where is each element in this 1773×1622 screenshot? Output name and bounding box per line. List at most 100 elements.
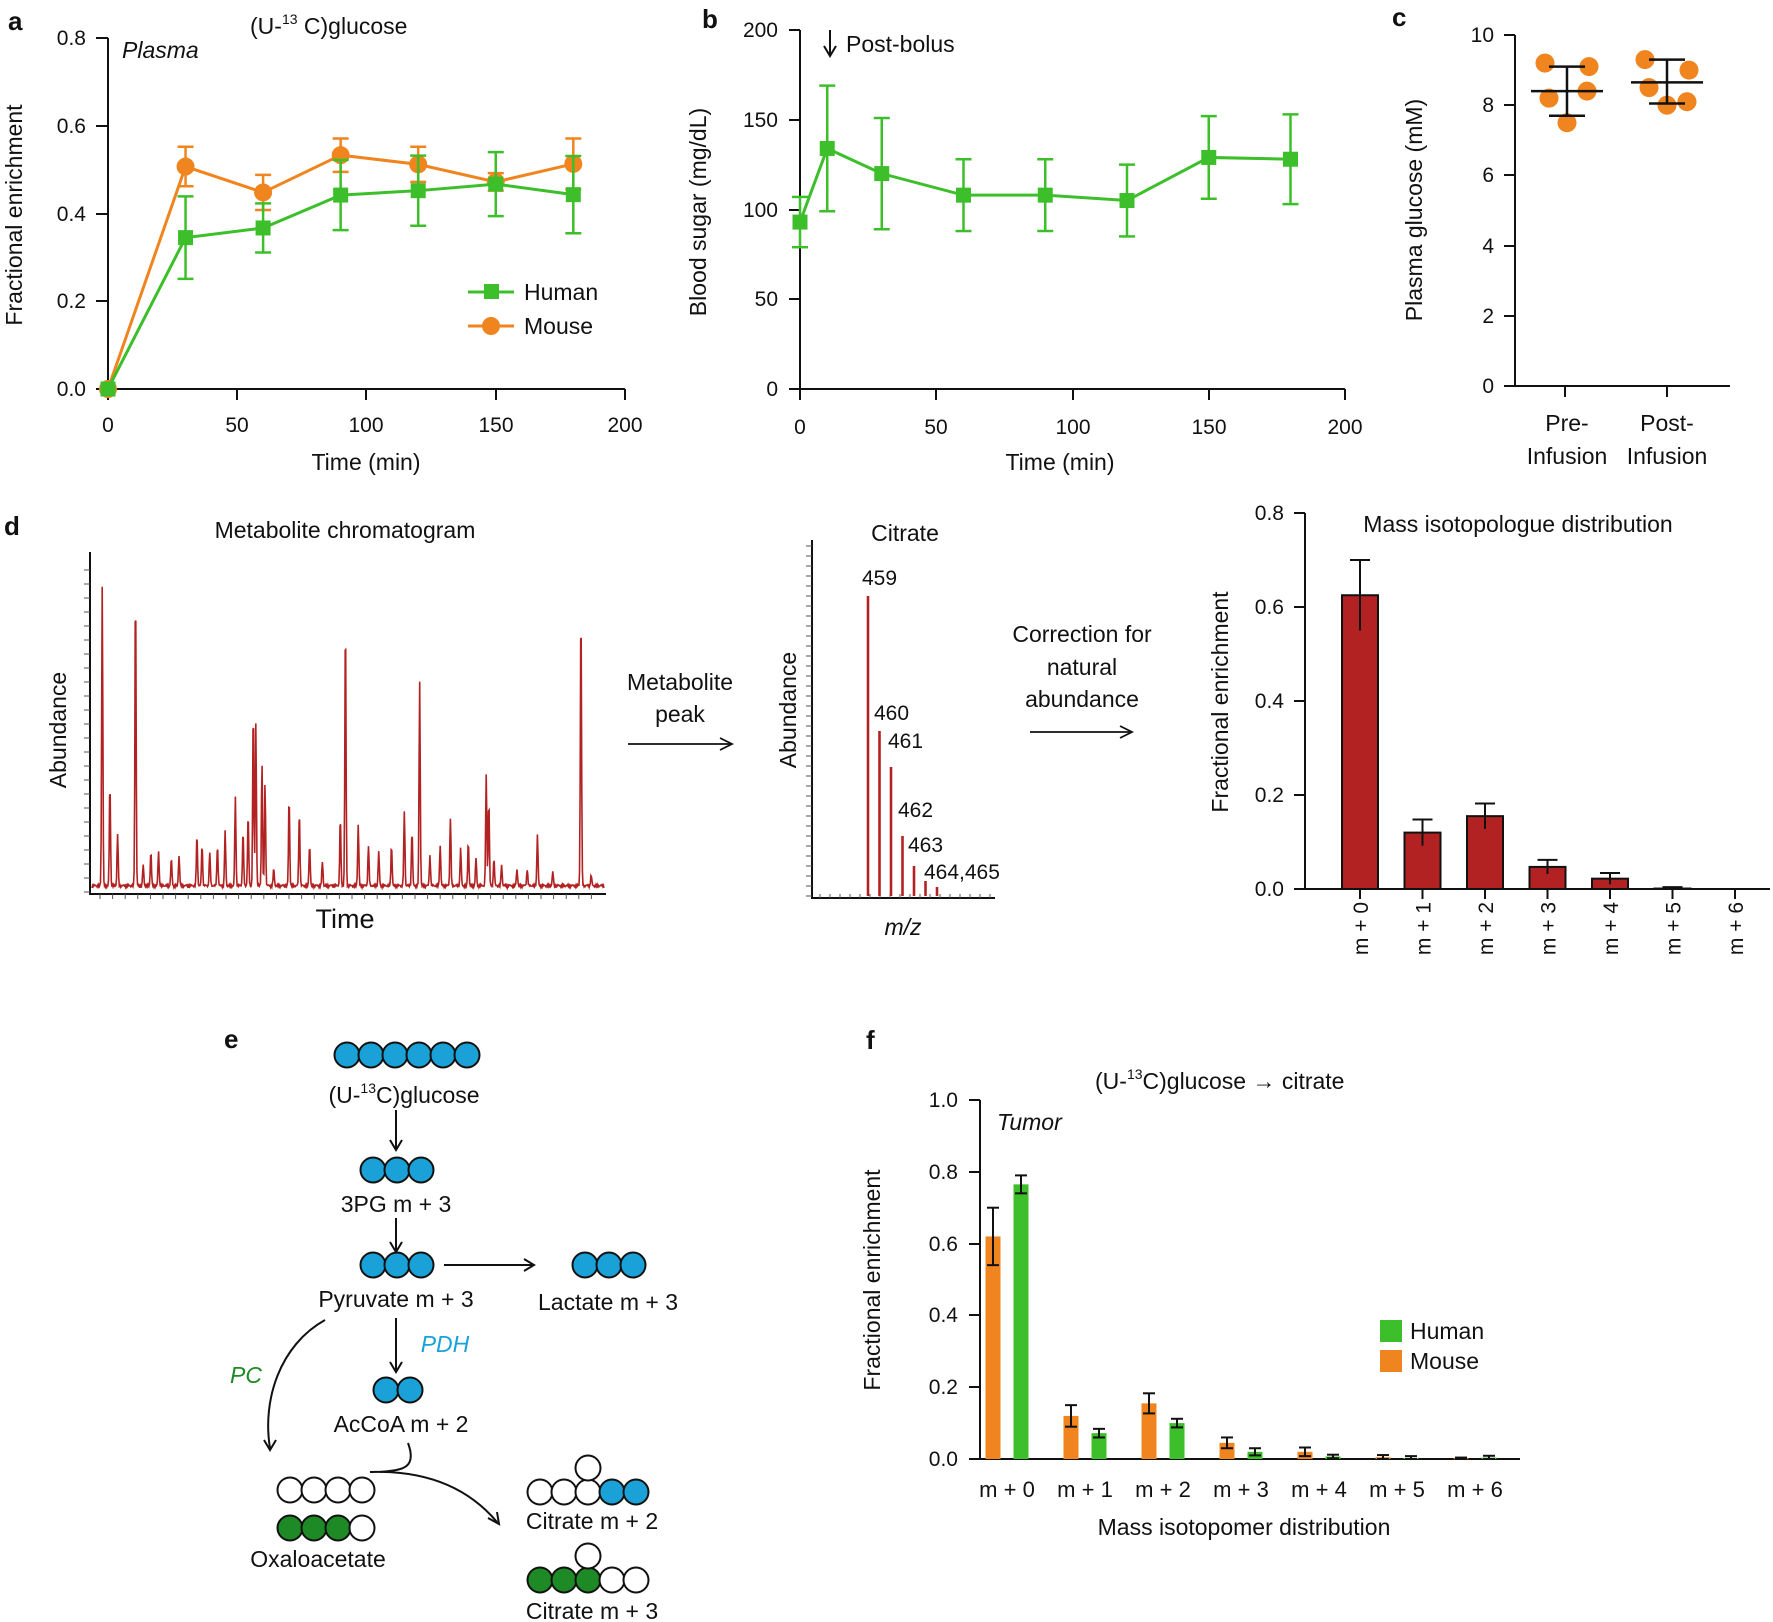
down-arrow-icon (823, 45, 837, 58)
panel-a-x-label: Time (min) (311, 449, 420, 475)
x-tick-label: m + 3 (1538, 902, 1561, 955)
lactate-carbon (619, 1251, 647, 1279)
x-tick-label: m + 2 (1135, 1477, 1191, 1502)
chromatogram-axes (89, 552, 606, 895)
legend-human-label: Human (1410, 1318, 1484, 1344)
3pg-carbon (359, 1156, 387, 1184)
panel-a-legend: Human Mouse (468, 279, 598, 339)
glucose-carbon (405, 1041, 433, 1069)
massspec-y-label: Abundance (775, 652, 801, 768)
chromatogram-x-label: Time (316, 904, 375, 934)
mid-y-ticks: 0.0 0.2 0.4 0.6 0.8 (1255, 502, 1305, 901)
accoa-carbon (396, 1376, 424, 1404)
arrow-accoa-join (379, 1442, 412, 1473)
legend-mouse-swatch (1380, 1350, 1402, 1372)
x-tick-label: m + 0 (979, 1477, 1035, 1502)
arrow-to-citrate (369, 1470, 498, 1523)
panel-b-plot (792, 84, 1299, 249)
panel-a: a 0.0 0.2 0.4 0.6 0.8 0 50 100 150 200 T… (1, 6, 643, 475)
y-tick-label: 0.6 (57, 115, 86, 138)
x-tick-label: 200 (1327, 416, 1362, 439)
x-tick-label: m + 5 (1663, 902, 1686, 955)
citrate-title: Citrate (871, 520, 939, 546)
data-point-human (178, 230, 194, 246)
arrow-2-label-line1: Correction for (1012, 621, 1152, 647)
panel-f-label: f (866, 1025, 875, 1055)
3pg-carbon (407, 1156, 435, 1184)
data-point (1657, 95, 1677, 115)
data-point (1119, 193, 1135, 209)
legend-human-swatch (1380, 1320, 1402, 1342)
x-tick-label: 200 (607, 414, 642, 437)
panel-a-label: a (8, 6, 23, 36)
panel-b-label: b (702, 4, 718, 34)
y-tick-label: 4 (1482, 235, 1494, 258)
x-tick-label: m + 6 (1447, 1477, 1503, 1502)
y-tick-label: 2 (1482, 305, 1494, 328)
glucose-carbon (429, 1041, 457, 1069)
data-point (792, 214, 808, 230)
data-point (1677, 92, 1697, 112)
x-tick-label: 150 (1191, 416, 1226, 439)
y-tick-label: 8 (1482, 94, 1494, 117)
citrate-m2-carbon (526, 1478, 554, 1506)
pyruvate-carbon (407, 1251, 435, 1279)
data-point (1635, 50, 1655, 70)
y-tick-label: 0.2 (929, 1376, 958, 1399)
bar-m+0 (1341, 594, 1379, 890)
mz-peak-label: 461 (888, 730, 923, 753)
x-tick-label: m + 1 (1413, 902, 1436, 955)
y-tick-label: 0.4 (929, 1304, 959, 1327)
arrow-1-label-line2: peak (655, 701, 705, 727)
data-point-human (410, 183, 426, 199)
panel-c-label: c (1392, 2, 1406, 32)
bar-human-m+2 (1169, 1423, 1185, 1459)
pyruvate-label: Pyruvate m + 3 (318, 1286, 473, 1312)
x-tick-label: m + 2 (1475, 902, 1498, 955)
panel-c: c 0 2 4 6 8 10 Pre- Infusion Post- Infus… (1392, 2, 1730, 469)
panel-a-annotation: Plasma (122, 37, 199, 63)
oxaloacetate-top-carbon (300, 1476, 328, 1504)
y-tick-label: 1.0 (929, 1089, 958, 1112)
panel-b-x-ticks: 0 50 100 150 200 (794, 389, 1363, 439)
chromatogram-y-label: Abundance (45, 672, 71, 788)
x-tick-label: m + 1 (1057, 1477, 1113, 1502)
oxaloacetate-top-carbon (324, 1476, 352, 1504)
panel-f-axes (979, 1100, 1520, 1460)
panel-f-plot: m + 0 m + 1 m + 2 m + 3 m + 4 m + 5 m + 6 (979, 1174, 1503, 1502)
lactate-carbon (595, 1251, 623, 1279)
data-point (1579, 57, 1599, 77)
y-tick-label: 0.0 (1255, 878, 1284, 901)
x-tick-label: 0 (794, 416, 806, 439)
y-tick-label: 0.2 (57, 290, 86, 313)
data-point (1283, 151, 1298, 167)
panel-c-y-ticks: 0 2 4 6 8 10 (1471, 24, 1515, 398)
citrate-m3-label: Citrate m + 3 (526, 1598, 658, 1622)
glucose-carbon (381, 1041, 409, 1069)
massspec-x-label: m/z (884, 914, 922, 940)
panel-b: b 0 50 100 150 200 0 50 100 150 200 Time (685, 4, 1363, 475)
arrow-head-icon (389, 1241, 403, 1254)
panel-c-axes (1514, 35, 1730, 387)
x-tick-label: 100 (1055, 416, 1090, 439)
data-point-human (488, 176, 504, 192)
panel-a-x-ticks: 0 50 100 150 200 (102, 389, 643, 437)
panel-f-y-ticks: 0.0 0.2 0.4 0.6 0.8 1.0 (929, 1089, 980, 1471)
panel-d: d Metabolite chromatogram Abundance Time… (4, 502, 1770, 955)
legend-mouse-marker (482, 317, 500, 335)
data-point (1539, 88, 1559, 108)
series-line-blood-sugar (798, 146, 1291, 223)
chromatogram-ticks (84, 569, 592, 899)
panel-a-y-label: Fractional enrichment (1, 104, 27, 326)
y-tick-label: 0.8 (57, 27, 86, 50)
y-tick-label: 0.6 (1255, 596, 1284, 619)
massspec-plot: 459 460 461 462 463 464,465 (862, 567, 1000, 896)
massspec-axes (811, 540, 995, 899)
x-tick-label: m + 6 (1725, 902, 1748, 955)
citrate-m3-carbon (622, 1566, 650, 1594)
mz-peak-label: 460 (874, 702, 909, 725)
3pg-carbon (383, 1156, 411, 1184)
oxaloacetate-top-carbon (276, 1476, 304, 1504)
lactate-label: Lactate m + 3 (538, 1289, 678, 1315)
data-point-human (100, 381, 116, 397)
